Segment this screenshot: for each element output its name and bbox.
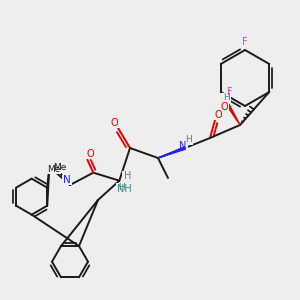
Text: H: H <box>118 183 125 192</box>
Text: H: H <box>223 94 230 103</box>
FancyBboxPatch shape <box>109 118 119 128</box>
Text: O: O <box>86 149 94 159</box>
Text: O: O <box>110 118 118 128</box>
FancyBboxPatch shape <box>122 171 132 181</box>
FancyBboxPatch shape <box>213 110 223 120</box>
Text: N: N <box>63 175 71 185</box>
FancyBboxPatch shape <box>183 135 193 145</box>
FancyBboxPatch shape <box>240 37 250 47</box>
FancyBboxPatch shape <box>85 149 95 159</box>
Text: O: O <box>220 102 228 112</box>
Text: Me: Me <box>47 164 61 173</box>
FancyBboxPatch shape <box>62 175 72 185</box>
Text: H: H <box>184 136 191 145</box>
Text: N: N <box>179 141 187 151</box>
Text: NH: NH <box>117 184 132 194</box>
Text: O: O <box>214 110 222 120</box>
FancyBboxPatch shape <box>225 87 235 97</box>
Text: H: H <box>124 171 131 181</box>
FancyBboxPatch shape <box>117 184 131 194</box>
FancyBboxPatch shape <box>178 141 188 151</box>
Polygon shape <box>227 104 240 125</box>
Polygon shape <box>158 147 185 158</box>
FancyBboxPatch shape <box>47 164 61 174</box>
Text: Me: Me <box>53 164 67 172</box>
FancyBboxPatch shape <box>116 183 126 193</box>
FancyBboxPatch shape <box>219 102 229 112</box>
Text: F: F <box>242 37 248 47</box>
FancyBboxPatch shape <box>53 163 67 173</box>
FancyBboxPatch shape <box>221 93 231 103</box>
Text: F: F <box>227 87 233 97</box>
